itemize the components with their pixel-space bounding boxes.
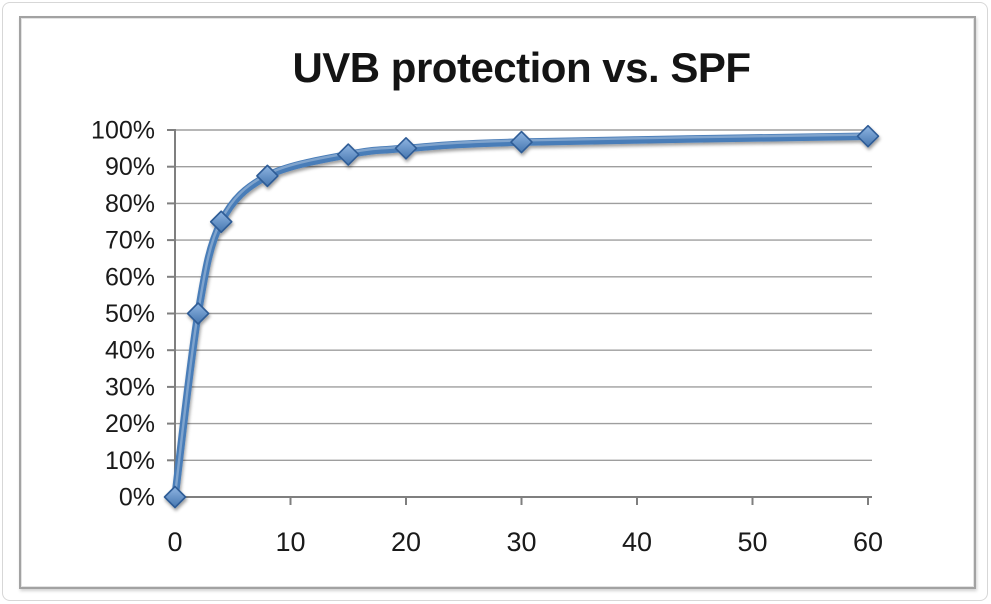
y-tick-label: 80%: [105, 190, 155, 218]
x-tick-label: 60: [853, 527, 883, 557]
series-line-highlight: [173, 133, 870, 497]
y-tick-label: 20%: [105, 410, 155, 438]
data-point-marker: [856, 124, 880, 148]
x-tick-label: 0: [167, 527, 182, 557]
y-tick-label: 100%: [91, 117, 155, 145]
series-uvb-protection: [163, 124, 880, 509]
x-tick-label: 40: [622, 527, 652, 557]
data-point-marker: [163, 485, 187, 509]
y-tick-label: 10%: [105, 447, 155, 475]
data-point-marker: [186, 302, 210, 325]
y-tick-label: 90%: [105, 153, 155, 181]
data-point-marker: [209, 210, 233, 234]
y-tick-label: 40%: [105, 337, 155, 365]
y-tick-label: 60%: [105, 263, 155, 291]
x-tick-label: 10: [275, 527, 305, 557]
y-tick-label: 50%: [105, 300, 155, 328]
data-point-marker: [336, 143, 360, 166]
x-tick-label: 30: [506, 527, 536, 557]
x-tick-label: 50: [737, 527, 767, 557]
axes: [167, 129, 872, 505]
data-point-marker: [394, 137, 418, 160]
x-tick-label: 20: [391, 527, 421, 557]
series-line: [171, 132, 872, 501]
x-axis-labels: 0 10 20 30 40 50 60: [167, 527, 883, 557]
chart-title: UVB protection vs. SPF: [292, 44, 751, 91]
y-tick-label: 0%: [119, 484, 155, 512]
y-tick-label: 70%: [105, 227, 155, 255]
data-point-marker: [256, 164, 279, 188]
data-point-marker: [510, 130, 533, 154]
y-axis-labels: 0% 10% 20% 30% 40% 50% 60% 70% 80% 90% 100%: [91, 117, 155, 512]
gridlines: [175, 129, 872, 461]
y-tick-label: 30%: [105, 373, 155, 401]
